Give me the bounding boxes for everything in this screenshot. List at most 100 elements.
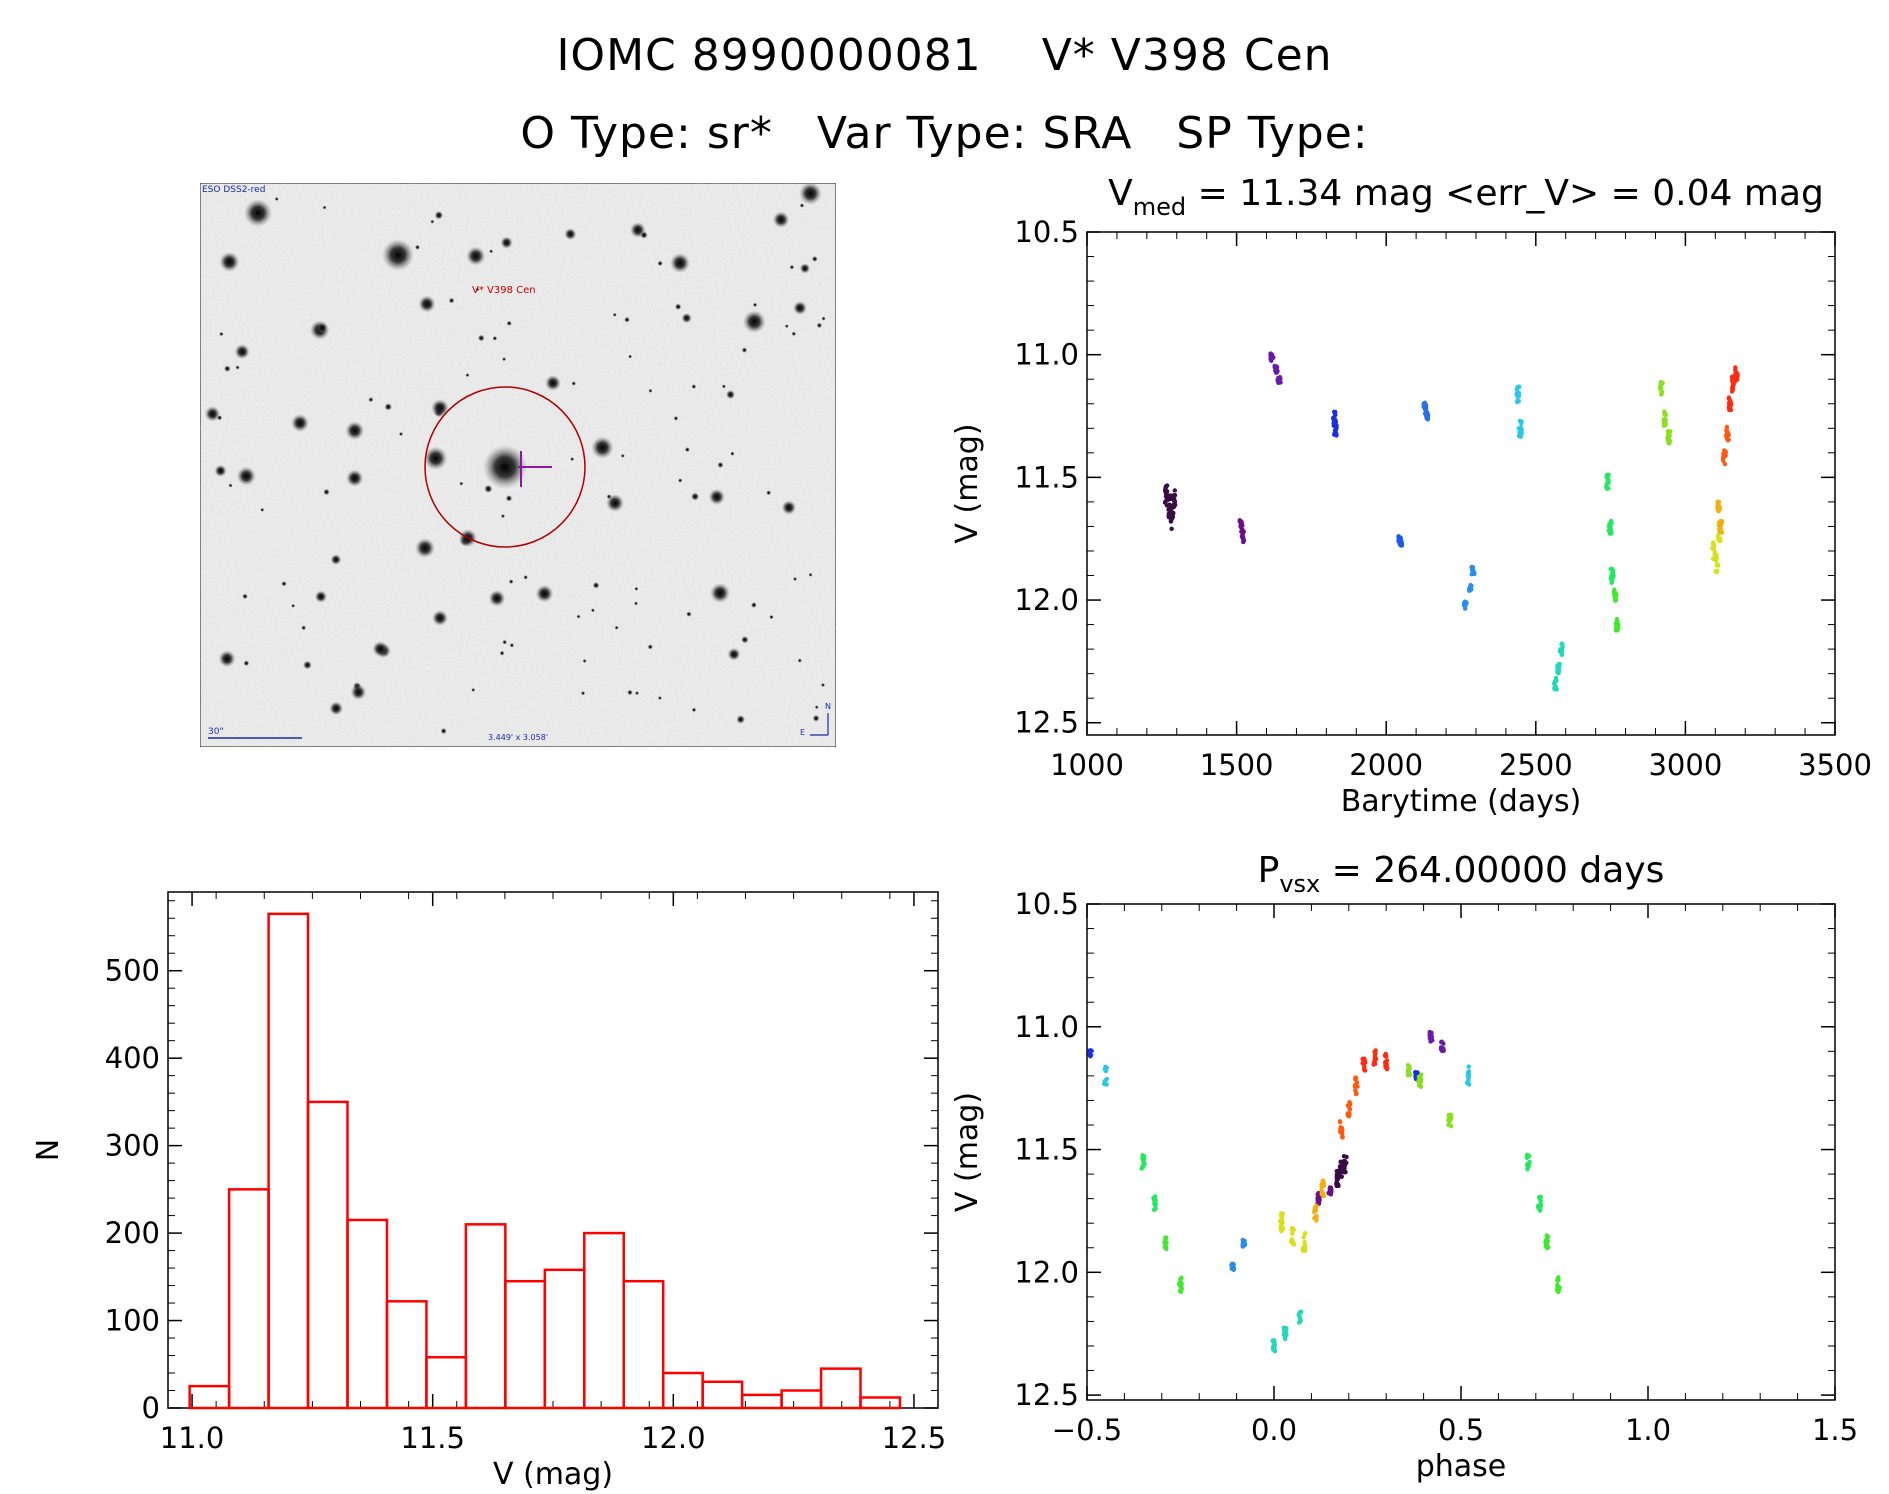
- light-curve-data-point: [1715, 502, 1721, 507]
- star-icon: [214, 464, 227, 477]
- phase-curve-data-point: [1555, 1275, 1561, 1280]
- light-curve-data-point: [1163, 494, 1169, 499]
- light-curve-data-point: [1268, 353, 1274, 358]
- phase-curve-data-point: [1543, 1240, 1548, 1246]
- light-curve-data-point: [1169, 515, 1174, 520]
- star-icon: [242, 593, 248, 600]
- phase-curve-data-point: [1448, 1123, 1454, 1129]
- phase-curve-data-point: [1153, 1203, 1158, 1209]
- light-curve-data-point: [1171, 511, 1176, 516]
- phase-curve-data-point: [1339, 1125, 1344, 1130]
- histogram-bar: [701, 1380, 744, 1410]
- phase-curve-data-point: [1283, 1336, 1288, 1342]
- phase-curve-data-point: [1372, 1061, 1378, 1066]
- light-curve-data-point: [1711, 541, 1716, 547]
- phase-curve-x-axis-label: phase: [1416, 1449, 1507, 1484]
- phase-curve-data-point: [1141, 1159, 1147, 1164]
- light-curve-data-point: [1273, 368, 1278, 373]
- histogram-x-tick-label: 12.0: [641, 1421, 706, 1455]
- light-curve-data-point: [1470, 571, 1475, 577]
- star-icon: [243, 660, 250, 667]
- light-curve-y-tick-label: 10.5: [1014, 215, 1079, 249]
- light-curve-data-point: [1734, 372, 1740, 377]
- light-curve-data-point: [1610, 568, 1615, 573]
- star-icon: [789, 264, 795, 270]
- star-icon: [772, 211, 790, 228]
- finder-stars: [204, 183, 826, 735]
- light-curve-y-tick-label: 12.5: [1014, 706, 1079, 740]
- light-curve-x-tick-label: 1000: [1050, 748, 1124, 782]
- phase-curve-data-point: [1427, 1033, 1433, 1038]
- phase-curve-data-point: [1414, 1071, 1420, 1076]
- phase-curve-data-point: [1315, 1198, 1320, 1203]
- phase-curve-data-point: [1164, 1246, 1169, 1252]
- light-curve-data-point: [1333, 419, 1339, 424]
- star-icon: [219, 251, 240, 272]
- phase-curve-data-point: [1353, 1088, 1358, 1093]
- light-curve-data-point: [1270, 355, 1275, 361]
- phase-curve-data-point: [1141, 1156, 1147, 1161]
- light-curve-data-point: [1661, 417, 1667, 422]
- phase-curve-data-point: [1291, 1240, 1296, 1246]
- light-curve-data-point: [1555, 669, 1560, 674]
- light-curve-data-point: [1735, 377, 1740, 382]
- light-curve-data-point: [1715, 504, 1720, 510]
- phase-curve-data-point: [1535, 1203, 1541, 1209]
- light-curve-data-point: [1468, 584, 1474, 590]
- phase-curve-data-point: [1240, 1244, 1245, 1249]
- phase-curve-data-point: [1329, 1189, 1334, 1195]
- light-curve-data-point: [1611, 589, 1617, 595]
- light-curve-data-point: [1716, 534, 1721, 539]
- light-curve-data-point: [1608, 519, 1614, 524]
- light-curve-data-point: [1606, 472, 1611, 478]
- phase-curve-data-point: [1320, 1179, 1325, 1184]
- phase-curve-data-point: [1153, 1206, 1158, 1211]
- histogram-y-axis-label: N: [31, 1139, 66, 1161]
- light-curve-data-point: [1605, 478, 1610, 483]
- star-icon: [423, 446, 448, 471]
- light-curve-data-point: [1608, 576, 1613, 581]
- phase-curve-data-point: [1353, 1091, 1359, 1097]
- light-curve-data-point: [1560, 646, 1565, 652]
- phase-curve-data-point: [1338, 1172, 1343, 1178]
- light-curve-data-point: [1614, 592, 1619, 597]
- light-curve-data-point: [1396, 534, 1402, 539]
- phase-curve-data-point: [1316, 1198, 1322, 1203]
- phase-curve-data-point: [1087, 1052, 1093, 1058]
- light-curve-data-point: [1241, 539, 1246, 545]
- phase-curve-data-point: [1446, 1122, 1452, 1127]
- phase-curve-data-point: [1152, 1196, 1158, 1201]
- scale-bar-label: 30": [208, 727, 224, 737]
- light-curve-data-point: [1516, 393, 1522, 399]
- phase-curve-data-point: [1153, 1198, 1158, 1203]
- histogram-x-axis-label: V (mag): [493, 1457, 613, 1492]
- light-curve-data-point: [1718, 523, 1723, 528]
- light-curve-data-point: [1396, 535, 1401, 541]
- light-curve-data-point: [1726, 404, 1732, 409]
- phase-curve-data-point: [1405, 1067, 1411, 1072]
- phase-curve-data-point: [1413, 1070, 1418, 1075]
- light-curve-data-point: [1468, 585, 1473, 591]
- star-icon: [459, 481, 464, 486]
- phase-curve-data-point: [1229, 1261, 1235, 1266]
- light-curve-data-point: [1729, 402, 1734, 407]
- light-curve-data-point: [1604, 473, 1610, 478]
- light-curve-data-point: [1730, 377, 1735, 382]
- histogram-y-tick-label: 300: [105, 1129, 160, 1163]
- phase-curve-data-point: [1465, 1070, 1471, 1076]
- star-icon: [591, 436, 614, 459]
- phase-curve-data-point: [1342, 1163, 1348, 1169]
- star-icon: [345, 421, 365, 441]
- phase-curve-data-point: [1315, 1192, 1320, 1197]
- star-icon: [769, 614, 774, 620]
- light-curve-data-point: [1658, 392, 1664, 397]
- phase-curve-data-point: [1103, 1067, 1108, 1072]
- star-icon: [228, 483, 233, 488]
- phase-curve-data-point: [1466, 1064, 1471, 1069]
- phase-curve-data-point: [1088, 1052, 1094, 1058]
- light-curve-data-point: [1711, 544, 1716, 550]
- phase-curve-data-point: [1336, 1175, 1341, 1180]
- phase-curve-y-tick-label: 12.5: [1014, 1378, 1079, 1412]
- light-curve-data-point: [1557, 649, 1563, 654]
- phase-curve-data-point: [1371, 1060, 1377, 1065]
